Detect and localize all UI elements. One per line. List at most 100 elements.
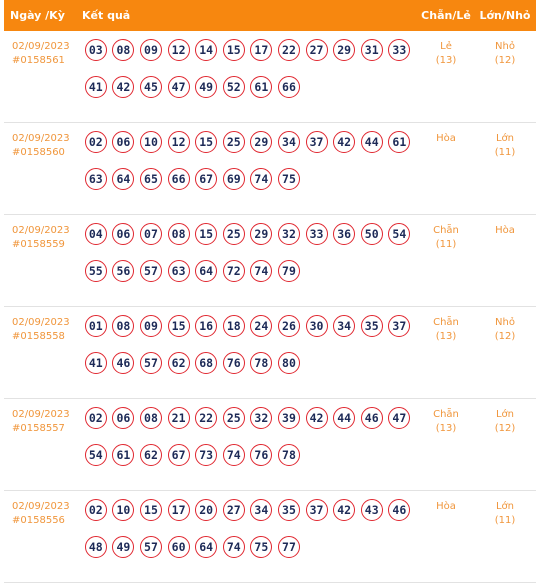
number-ball: 69 [222,168,245,190]
big-small-result: Hòa [495,225,515,236]
number-ball: 04 [84,223,107,245]
number-ball: 06 [112,131,135,153]
draw-id: #0158560 [12,147,65,158]
number-ball: 12 [167,131,190,153]
odd-even-result: Chẵn [433,225,459,236]
number-ball: 42 [333,499,356,521]
draw-date: 02/09/2023 [12,501,70,512]
number-ball: 08 [139,407,162,429]
number-ball: 79 [277,260,300,282]
number-ball: 17 [250,39,273,61]
number-ball: 15 [195,131,218,153]
results-table: Ngày /Kỳ Kết quả Chẵn/Lẻ Lớn/Nhỏ 02/09/2… [4,0,536,583]
number-ball: 29 [250,131,273,153]
number-ball: 54 [388,223,411,245]
draw-date: 02/09/2023 [12,133,70,144]
table-body: 02/09/2023 #0158561 03 08 09 12 14 15 17 22 27 29 31… [4,31,536,583]
odd-even-cell: Hòa [418,491,474,582]
number-ball: 34 [277,131,300,153]
number-ball: 80 [277,352,300,374]
number-ball: 61 [388,131,411,153]
big-small-result: Nhỏ [495,317,515,328]
odd-even-cell: Hòa [418,123,474,214]
number-ball: 67 [195,168,218,190]
number-ball: 22 [195,407,218,429]
number-ball: 34 [333,315,356,337]
number-ball: 34 [250,499,273,521]
number-ball: 46 [112,352,135,374]
draw-date-cell: 02/09/2023 #0158557 [4,399,82,490]
number-ball: 47 [167,76,190,98]
odd-even-count: (13) [435,423,457,434]
draw-date: 02/09/2023 [12,41,70,52]
draw-id: #0158558 [12,331,65,342]
number-ball: 60 [167,536,190,558]
number-ball: 75 [277,168,300,190]
number-ball: 18 [222,315,245,337]
big-small-cell: Hòa [474,215,536,306]
result-numbers: 02 06 08 21 22 25 32 39 42 44 46 47 54 61 62 67 73 74 76 78 [82,399,418,490]
number-ball: 64 [112,168,135,190]
header-result: Kết quả [82,9,131,22]
number-ball: 33 [305,223,328,245]
number-ball: 68 [195,352,218,374]
number-ball: 08 [112,315,135,337]
big-small-cell: Nhỏ (12) [474,31,536,122]
table-row: 02/09/2023 #0158561 03 08 09 12 14 15 17 22 27 29 31… [4,31,536,123]
number-ball: 27 [222,499,245,521]
number-ball: 32 [277,223,300,245]
odd-even-result: Hòa [436,501,456,512]
number-ball: 08 [167,223,190,245]
number-ball: 57 [139,536,162,558]
number-ball: 75 [250,536,273,558]
number-ball: 42 [112,76,135,98]
number-ball: 73 [195,444,218,466]
table-row: 02/09/2023 #0158558 01 08 09 15 16 18 24 26 30 34 35… [4,307,536,399]
number-ball: 08 [112,39,135,61]
number-ball: 15 [167,315,190,337]
number-ball: 29 [250,223,273,245]
big-small-count: (11) [494,515,516,526]
draw-date-cell: 02/09/2023 #0158559 [4,215,82,306]
number-ball: 78 [277,444,300,466]
number-ball: 26 [277,315,300,337]
number-ball: 22 [277,39,300,61]
number-ball: 09 [139,39,162,61]
number-ball: 39 [277,407,300,429]
odd-even-cell: Chẵn (13) [418,307,474,398]
number-ball: 47 [388,407,411,429]
number-ball: 20 [195,499,218,521]
odd-even-result: Chẵn [433,317,459,328]
number-ball: 66 [167,168,190,190]
odd-even-cell: Lẻ (13) [418,31,474,122]
number-ball: 06 [112,223,135,245]
big-small-count: (11) [494,147,516,158]
result-numbers: 03 08 09 12 14 15 17 22 27 29 31 33 41 42 45 47 49 52 61 66 [82,31,418,122]
big-small-result: Lớn [495,409,515,420]
big-small-count: (12) [494,55,516,66]
number-ball: 74 [250,260,273,282]
big-small-result: Nhỏ [495,41,515,52]
number-ball: 09 [139,315,162,337]
number-ball: 27 [305,39,328,61]
odd-even-result: Lẻ [440,41,452,52]
result-numbers: 02 06 10 12 15 25 29 34 37 42 44 61 63 64 65 66 67 69 74 75 [82,123,418,214]
number-ball: 12 [167,39,190,61]
big-small-count: (12) [494,331,516,342]
number-ball: 29 [333,39,356,61]
number-ball: 36 [333,223,356,245]
odd-even-result: Chẵn [433,409,459,420]
number-ball: 14 [195,39,218,61]
draw-date-cell: 02/09/2023 #0158558 [4,307,82,398]
number-ball: 15 [139,499,162,521]
table-row: 02/09/2023 #0158560 02 06 10 12 15 25 29 34 37 42 44… [4,123,536,215]
number-ball: 25 [222,131,245,153]
number-ball: 44 [360,131,383,153]
number-ball: 45 [139,76,162,98]
draw-date-cell: 02/09/2023 #0158556 [4,491,82,582]
number-ball: 42 [305,407,328,429]
result-numbers: 02 10 15 17 20 27 34 35 37 42 43 46 48 49 57 60 64 74 75 77 [82,491,418,582]
number-ball: 74 [222,536,245,558]
draw-date: 02/09/2023 [12,225,70,236]
number-ball: 21 [167,407,190,429]
